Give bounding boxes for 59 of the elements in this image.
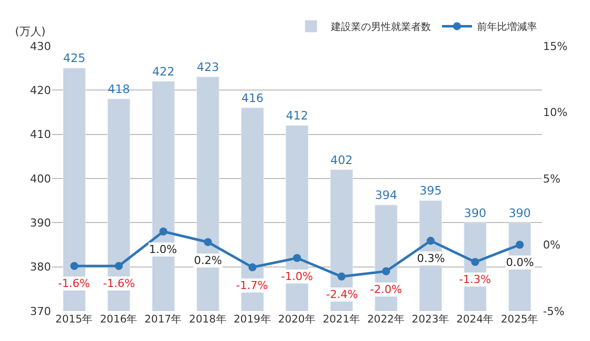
y-axis-title: (万人) <box>15 25 46 38</box>
point <box>382 267 390 276</box>
point <box>471 258 480 266</box>
data-label: 422 <box>152 64 174 78</box>
y-tick-label: 410 <box>30 128 51 142</box>
x-tick-label: 2020年 <box>278 314 316 326</box>
y2-tick-label: 10% <box>543 106 568 120</box>
y2-tick-label: 15% <box>543 40 568 53</box>
y-tick-label: 400 <box>30 172 51 186</box>
x-tick-label: 2019年 <box>234 314 272 326</box>
data-label: 0.2% <box>194 254 222 267</box>
y-tick-label: 390 <box>30 216 51 230</box>
data-label: -1.6% <box>58 277 90 290</box>
data-label: -2.0% <box>370 283 402 296</box>
data-label: -2.4% <box>326 288 358 301</box>
x-tick-label: 2015年 <box>55 314 94 326</box>
legend-label: 前年比増減率 <box>477 21 537 34</box>
point <box>293 254 301 262</box>
data-label: 416 <box>241 90 264 105</box>
y-tick-label: 370 <box>30 304 51 318</box>
y2-tick-label: 0% <box>543 238 560 252</box>
x-tick-label: 2018年 <box>189 314 227 326</box>
data-label: 395 <box>420 184 442 198</box>
x-tick-label: 2022年 <box>367 314 405 326</box>
data-label: 0.0% <box>506 256 534 269</box>
x-tick-label: 2025年 <box>500 314 539 326</box>
data-label: 425 <box>63 51 86 66</box>
data-label: -1.6% <box>103 277 135 290</box>
y-tick-label: 380 <box>30 260 51 274</box>
data-label: 412 <box>286 108 308 123</box>
point <box>114 262 123 270</box>
y-tick-label: 420 <box>30 84 51 98</box>
data-label: -1.7% <box>236 279 268 292</box>
y-tick-label: 430 <box>30 40 51 53</box>
data-label: 390 <box>464 206 486 220</box>
data-label: -1.3% <box>459 273 491 286</box>
data-label: 418 <box>108 82 130 96</box>
data-label: 1.0% <box>149 243 177 256</box>
point <box>516 240 524 249</box>
x-tick-label: 2024年 <box>456 314 494 326</box>
point <box>426 236 435 245</box>
data-label: -1.0% <box>281 270 313 283</box>
point <box>70 262 78 270</box>
y2-tick-label: 5% <box>543 172 560 186</box>
x-tick-label: 2016年 <box>100 314 138 326</box>
x-tick-label: 2023年 <box>412 314 450 326</box>
x-tick-label: 2021年 <box>322 314 360 326</box>
point <box>338 272 346 281</box>
x-tick-label: 2017年 <box>144 314 182 326</box>
data-label: 394 <box>374 188 398 202</box>
data-label: 0.3% <box>417 252 445 265</box>
y2-tick-label: -5% <box>543 304 564 318</box>
data-label: 423 <box>196 60 220 74</box>
legend-label: 建設業の男性就業者数 <box>330 21 431 34</box>
point <box>204 238 212 246</box>
point <box>248 263 256 272</box>
point <box>159 228 168 236</box>
data-label: 390 <box>508 206 531 220</box>
data-label: 402 <box>330 152 353 167</box>
